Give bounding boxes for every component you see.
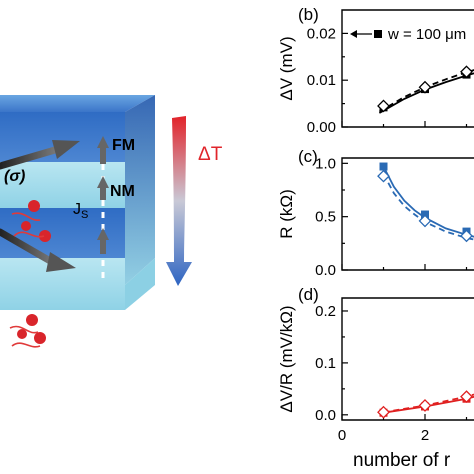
spin-arrow-3 [97, 228, 109, 240]
x-tick-label: 2 [421, 427, 429, 444]
data-point-diamond [460, 229, 473, 243]
data-point-square [379, 162, 388, 171]
panel-label: (d) [298, 285, 319, 304]
multilayer-schematic: FM NM JS (σ) ΔT [0, 95, 223, 348]
fit-line-solid [382, 166, 474, 238]
data-point-diamond [418, 214, 432, 228]
y-tick-label: 0.02 [307, 25, 336, 42]
js-label: JS [73, 201, 88, 221]
axis-frame [341, 157, 474, 271]
panel-label: (c) [298, 147, 318, 166]
chart-panel-2: (c) 0.0 0.5 1.0 R (kΩ) [277, 147, 474, 279]
data-point-diamond [460, 390, 473, 404]
y-axis-label: ΔV (mV) [277, 36, 296, 100]
data-point-diamond [418, 80, 432, 94]
y-tick-label: 0.0 [315, 407, 336, 424]
fit-line-solid [378, 72, 474, 114]
spin-arrow-1 [97, 136, 109, 148]
spin-arrow-2 [97, 176, 109, 188]
y-tick-label: 1.0 [315, 155, 336, 172]
nm-label: NM [110, 183, 135, 200]
delta-t-arrow [166, 116, 192, 286]
y-axis-label: R (kΩ) [277, 189, 296, 239]
chart-panel-3: (d)0.00.10.2ΔV/R (mV/kΩ)0246number of r [277, 285, 474, 471]
x-axis-label: number of r [353, 450, 451, 471]
fit-line-dashed [383, 393, 474, 414]
magnetization-arrow-lower [0, 228, 76, 272]
y-tick-label: 0.5 [315, 209, 336, 226]
y-axis-label: ΔV/R (mV/kΩ) [277, 305, 296, 412]
data-point-diamond [377, 169, 390, 183]
data-point-diamond [418, 399, 432, 412]
magnetization-arrow-upper [0, 140, 80, 170]
spin-arrow-3-stem [100, 240, 106, 254]
y-tick-label: 0.01 [307, 72, 336, 89]
data-point-diamond [377, 99, 390, 113]
fit-line-dashed [378, 69, 474, 113]
fm-label: FM [112, 137, 135, 154]
y-tick-label: 0.0 [315, 262, 336, 279]
y-tick-label: 0.2 [315, 303, 336, 320]
delta-t-label: ΔT [198, 144, 223, 165]
electron-group-upper [11, 200, 51, 242]
stack-lower-side [125, 258, 155, 310]
data-point-diamond [460, 65, 473, 79]
y-tick-label: 0.00 [307, 119, 336, 136]
panel-label: (b) [298, 5, 319, 24]
legend-marker-square [374, 30, 382, 38]
stack-top-face [0, 95, 155, 112]
fit-line-dashed [382, 173, 474, 241]
chart-panel-1: (b) 0.00 0.01 0.02 ΔV (mV) w = 100 μm [277, 5, 474, 136]
spin-arrow-2-stem [100, 188, 106, 200]
x-tick-label: 0 [338, 427, 346, 444]
width-annotation: w = 100 μm [387, 26, 466, 43]
y-tick-label: 0.1 [315, 355, 336, 372]
electron-group-lower [9, 314, 46, 348]
data-point-diamond [377, 405, 390, 419]
axis-frame [341, 297, 474, 421]
stack-side-face [125, 95, 155, 285]
spin-arrow-1-stem [100, 148, 106, 164]
legend-arrow-head [350, 30, 357, 38]
sigma-label: (σ) [4, 168, 25, 185]
axis-frame [341, 9, 474, 128]
